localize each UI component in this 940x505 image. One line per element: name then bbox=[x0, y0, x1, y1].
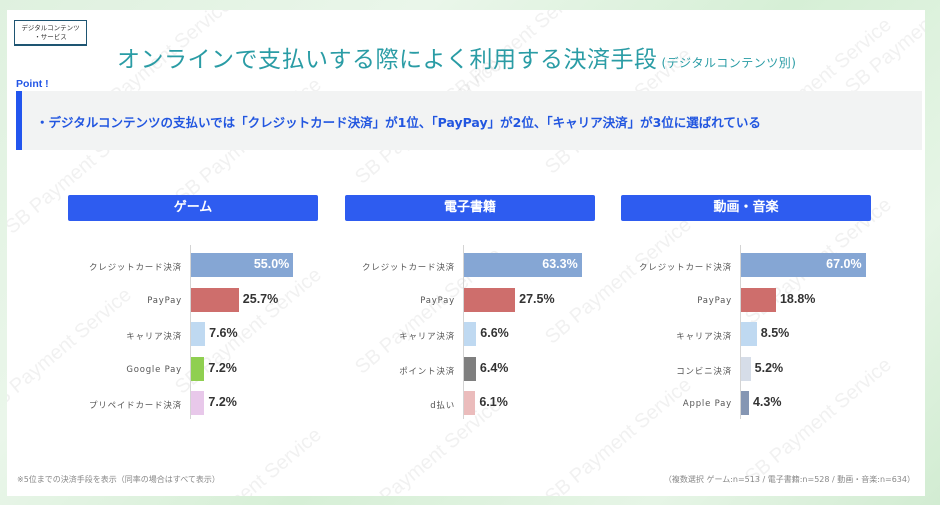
bar-row: キャリア決済 7.6% bbox=[68, 322, 368, 356]
point-text: ・デジタルコンテンツの支払いでは「クレジットカード決済」が1位、「PayPay」… bbox=[36, 115, 761, 130]
bar-row: Google Pay 7.2% bbox=[68, 356, 368, 391]
bar-category-label: PayPay bbox=[420, 295, 455, 306]
bar-value-label: 27.5% bbox=[519, 291, 555, 306]
bar-value-label: 67.0% bbox=[826, 257, 862, 271]
axis-line bbox=[740, 245, 741, 419]
bar-category-label: プリペイドカード決済 bbox=[88, 401, 182, 411]
bar-category-label: クレジットカード決済 bbox=[88, 263, 182, 273]
bar-row: クレジットカード決済 63.3% bbox=[345, 253, 645, 287]
bar-value-label: 7.6% bbox=[209, 326, 238, 340]
bar-value-label: 55.0% bbox=[253, 257, 290, 271]
category-tag-line1: デジタルコンテンツ bbox=[21, 24, 80, 32]
axis-line bbox=[463, 245, 464, 419]
watermark-text: SB Payment Service bbox=[841, 10, 925, 99]
bar bbox=[741, 391, 749, 415]
bar-value-label: 63.3% bbox=[542, 257, 578, 271]
bar-category-label: PayPay bbox=[697, 295, 732, 306]
bar-row: キャリア決済 8.5% bbox=[621, 322, 921, 356]
footnote-sample-size: （複数選択 ゲーム:n=513 / 電子書籍:n=528 / 動画・音楽:n=6… bbox=[663, 475, 915, 484]
bar-row: Apple Pay 4.3% bbox=[621, 391, 921, 425]
bar-category-label: クレジットカード決済 bbox=[638, 263, 732, 273]
bar-value-label: 5.2% bbox=[754, 360, 784, 375]
bar-row: プリペイドカード決済 7.2% bbox=[68, 391, 368, 425]
panel-title: ゲーム bbox=[68, 195, 318, 221]
bar bbox=[464, 322, 477, 346]
bar-value-label: 8.5% bbox=[760, 326, 790, 340]
bar bbox=[464, 287, 516, 312]
bar bbox=[191, 287, 239, 312]
bar-value-label: 6.1% bbox=[479, 395, 508, 409]
bar bbox=[191, 356, 205, 381]
bar-row: PayPay 18.8% bbox=[621, 287, 921, 322]
panel-title: 動画・音楽 bbox=[621, 195, 871, 221]
bar-category-label: Apple Pay bbox=[682, 399, 732, 409]
bar-category-label: Google Pay bbox=[126, 364, 182, 375]
panel-title: 電子書籍 bbox=[345, 195, 595, 221]
chart-panel-video-music: 動画・音楽 クレジットカード決済 67.0% PayPay 18.8% キャリア決済 8.… bbox=[621, 195, 871, 425]
bar bbox=[741, 356, 751, 381]
bar bbox=[191, 322, 206, 346]
category-tag: デジタルコンテンツ ・サービス bbox=[14, 20, 87, 45]
bar-row: コンビニ決済 5.2% bbox=[621, 356, 921, 391]
page-title-sub: (デジタルコンテンツ別) bbox=[661, 56, 797, 70]
page-title: オンラインで支払いする際によく利用する決済手段 (デジタルコンテンツ別) bbox=[117, 40, 796, 74]
bar-value-label: 18.8% bbox=[779, 291, 816, 306]
bar-row: キャリア決済 6.6% bbox=[345, 322, 645, 356]
bar-category-label: クレジットカード決済 bbox=[361, 263, 455, 273]
bar-row: クレジットカード決済 67.0% bbox=[621, 253, 921, 287]
bar bbox=[191, 391, 205, 415]
slide-card: SB Payment Service SB Payment Service SB P… bbox=[7, 10, 925, 496]
watermark-text: SB Payment Service bbox=[171, 423, 326, 496]
bar-category-label: キャリア決済 bbox=[676, 332, 732, 342]
bar-value-label: 4.3% bbox=[752, 395, 782, 409]
point-box: ・デジタルコンテンツの支払いでは「クレジットカード決済」が1位、「PayPay」… bbox=[16, 91, 922, 150]
bar-value-label: 6.4% bbox=[479, 360, 509, 375]
bar-row: クレジットカード決済 55.0% bbox=[68, 253, 368, 287]
bar-row: PayPay 27.5% bbox=[345, 287, 645, 322]
bar bbox=[464, 253, 582, 277]
bar-value-label: 7.2% bbox=[208, 360, 237, 375]
bar-value-label: 7.2% bbox=[208, 395, 237, 409]
bar-category-label: PayPay bbox=[147, 295, 182, 306]
axis-line bbox=[190, 245, 191, 419]
bar-category-label: d払い bbox=[430, 401, 455, 411]
bar-value-label: 6.6% bbox=[480, 326, 509, 340]
bar bbox=[464, 391, 476, 415]
page-title-main: オンラインで支払いする際によく利用する決済手段 bbox=[117, 47, 658, 73]
category-tag-line2: ・サービス bbox=[34, 32, 67, 41]
bar bbox=[464, 356, 476, 381]
bar bbox=[741, 287, 776, 312]
bar-row: PayPay 25.7% bbox=[68, 287, 368, 322]
point-label: Point ! bbox=[16, 78, 49, 90]
bar bbox=[741, 322, 757, 346]
bar bbox=[191, 253, 294, 277]
footnote-ranking: ※5位までの決済手段を表示（同率の場合はすべて表示） bbox=[17, 475, 220, 484]
bar bbox=[741, 253, 866, 277]
bar-row: d払い 6.1% bbox=[345, 391, 645, 425]
bar-category-label: ポイント決済 bbox=[399, 366, 455, 377]
bar-category-label: キャリア決済 bbox=[399, 332, 455, 342]
bar-category-label: コンビニ決済 bbox=[676, 366, 732, 377]
chart-panel-game: ゲーム クレジットカード決済 55.0% PayPay 25.7% キャリア決済 7.6%… bbox=[68, 195, 318, 425]
bar-row: ポイント決済 6.4% bbox=[345, 356, 645, 391]
bar-value-label: 25.7% bbox=[242, 291, 279, 306]
bar-category-label: キャリア決済 bbox=[126, 332, 182, 342]
chart-panel-ebook: 電子書籍 クレジットカード決済 63.3% PayPay 27.5% キャリア決済 6.6… bbox=[345, 195, 595, 425]
